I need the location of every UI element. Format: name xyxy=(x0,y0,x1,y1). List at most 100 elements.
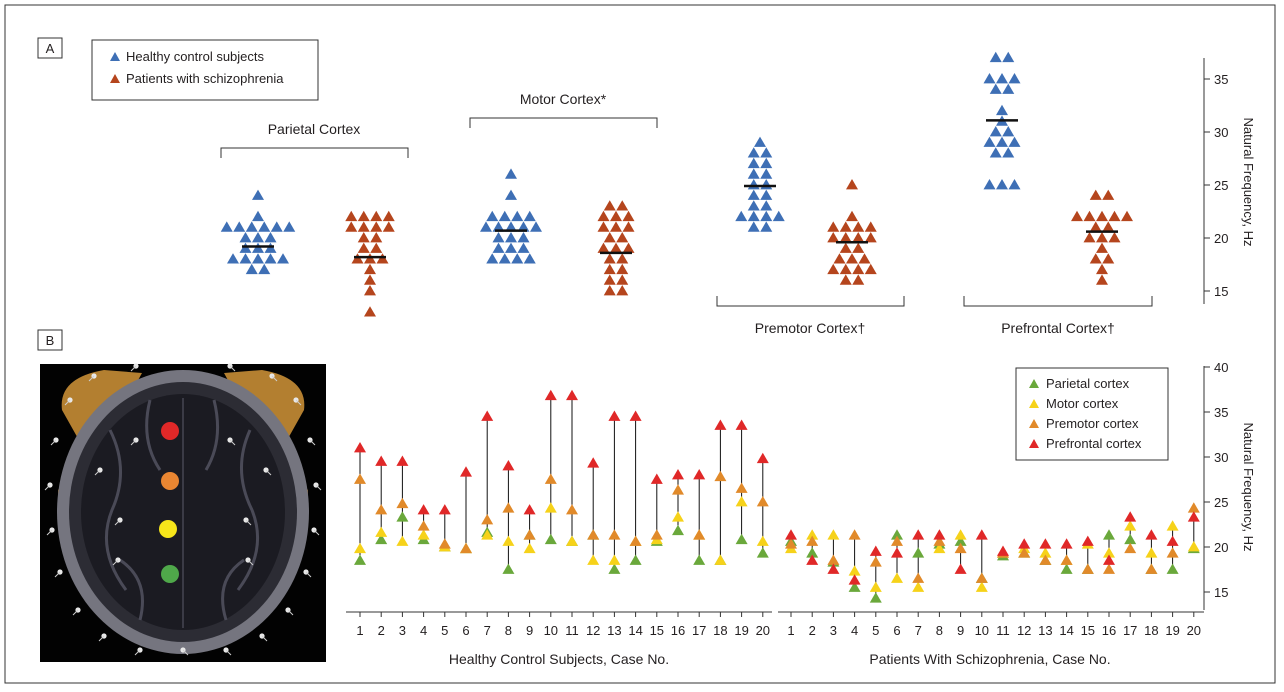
prefrontal-bracket xyxy=(963,296,1153,307)
healthy-point xyxy=(747,157,760,169)
premotor-point xyxy=(933,535,946,546)
patients-point xyxy=(839,263,852,275)
premotor-point xyxy=(891,535,903,546)
premotor-point xyxy=(396,497,409,509)
electrode-wire xyxy=(94,469,101,476)
prefrontal-point xyxy=(1039,538,1052,549)
prefrontal-point xyxy=(460,466,472,477)
parietal-point xyxy=(848,581,861,592)
patients-point xyxy=(827,232,840,243)
x-tick-label: 4 xyxy=(851,623,858,638)
electrode-wire xyxy=(88,375,95,382)
x-tick-label: 17 xyxy=(1123,623,1137,638)
patients-point xyxy=(357,242,370,253)
healthy-point xyxy=(245,263,258,275)
patients-point xyxy=(1096,242,1108,253)
patients-point xyxy=(603,274,616,285)
healthy-point xyxy=(754,136,766,147)
panel-b-tick-label: 40 xyxy=(1214,360,1228,375)
motor-point xyxy=(523,542,536,554)
electrode-wire xyxy=(50,439,57,446)
healthy-point xyxy=(505,232,517,243)
premotor-point xyxy=(912,572,925,583)
prefrontal-dot xyxy=(161,422,179,440)
panel-a-label: A xyxy=(46,41,55,56)
panel-a-tick-label: 35 xyxy=(1214,72,1228,87)
panel-a-label-box xyxy=(37,37,63,59)
healthy-point xyxy=(1008,179,1021,190)
premotor-point xyxy=(756,496,769,507)
patients-point xyxy=(616,200,629,211)
healthy-point xyxy=(996,73,1008,84)
patients-point xyxy=(603,285,616,296)
motor-point xyxy=(869,581,882,592)
healthy-point xyxy=(220,221,233,232)
x-tick-label: 13 xyxy=(1038,623,1052,638)
healthy-point xyxy=(996,104,1008,116)
electrode-wire xyxy=(98,635,105,642)
healthy-point xyxy=(989,126,1002,137)
motor-point xyxy=(481,529,494,540)
healthy-point xyxy=(283,221,296,232)
healthy-point xyxy=(747,210,760,222)
patients-point xyxy=(827,221,840,232)
prefrontal-point xyxy=(396,455,409,466)
electrode-wire xyxy=(130,439,137,446)
healthy-point xyxy=(747,168,760,179)
electrode-wire xyxy=(265,469,272,476)
patients-point xyxy=(616,232,629,243)
motor-point xyxy=(933,542,946,554)
premotor-point xyxy=(629,535,642,546)
healthy-point xyxy=(505,189,517,200)
patients-point xyxy=(610,242,622,253)
patients-point xyxy=(610,221,622,232)
patients-point xyxy=(852,221,865,232)
healthy-point xyxy=(760,189,773,200)
patients-point xyxy=(1102,221,1115,232)
prefrontal-point xyxy=(481,410,494,421)
electrode-wire xyxy=(46,529,53,536)
electrode-wire xyxy=(309,439,316,446)
healthy-point xyxy=(983,136,996,147)
x-tick-label: 6 xyxy=(462,623,469,638)
prefrontal-point xyxy=(912,529,925,540)
panel-b-tick-label: 25 xyxy=(1214,495,1228,510)
panel-a-y-axis: 15 20 25 30 35 Natural Frequency, Hz xyxy=(1203,58,1256,304)
prefrontal-point xyxy=(1124,511,1137,522)
parietal-point xyxy=(544,533,557,545)
x-tick-label: 11 xyxy=(996,623,1010,638)
prefrontal-point xyxy=(997,545,1009,556)
panel-b-label-box xyxy=(37,329,63,351)
patients-point xyxy=(846,210,858,222)
patients-point xyxy=(1096,232,1108,243)
patients-point xyxy=(622,210,635,222)
patients-point xyxy=(1096,263,1108,275)
premotor-dot xyxy=(161,472,179,490)
patients-point xyxy=(1071,210,1083,222)
patients-x-axis-label: Patients With Schizophrenia, Case No. xyxy=(869,651,1110,667)
panel-b-legend: Parietal cortex Motor cortex Premotor co… xyxy=(1015,367,1169,461)
premotor-point xyxy=(806,535,819,546)
healthy-point xyxy=(511,253,524,264)
x-tick-label: 7 xyxy=(484,623,491,638)
healthy-point xyxy=(492,242,505,253)
prefrontal-point xyxy=(785,529,797,540)
parietal-point xyxy=(1124,533,1137,545)
x-tick-label: 18 xyxy=(1144,623,1158,638)
patients-point xyxy=(370,232,383,243)
parietal-point xyxy=(1166,563,1179,574)
panel-a-legend: Healthy control subjects Patients with s… xyxy=(91,39,319,101)
healthy-point xyxy=(517,232,530,243)
healthy-point xyxy=(264,242,277,253)
legend-patients-marker xyxy=(110,74,120,83)
healthy-point xyxy=(258,221,271,232)
patients-point xyxy=(852,263,865,275)
premotor-point xyxy=(869,556,882,567)
patients-point xyxy=(1096,274,1108,285)
electrode-markers xyxy=(44,363,322,656)
patients-point xyxy=(622,221,635,232)
healthy-point xyxy=(252,210,264,222)
motor-point xyxy=(1124,520,1137,531)
healthy-point xyxy=(1002,83,1015,94)
motor-point xyxy=(806,529,819,540)
